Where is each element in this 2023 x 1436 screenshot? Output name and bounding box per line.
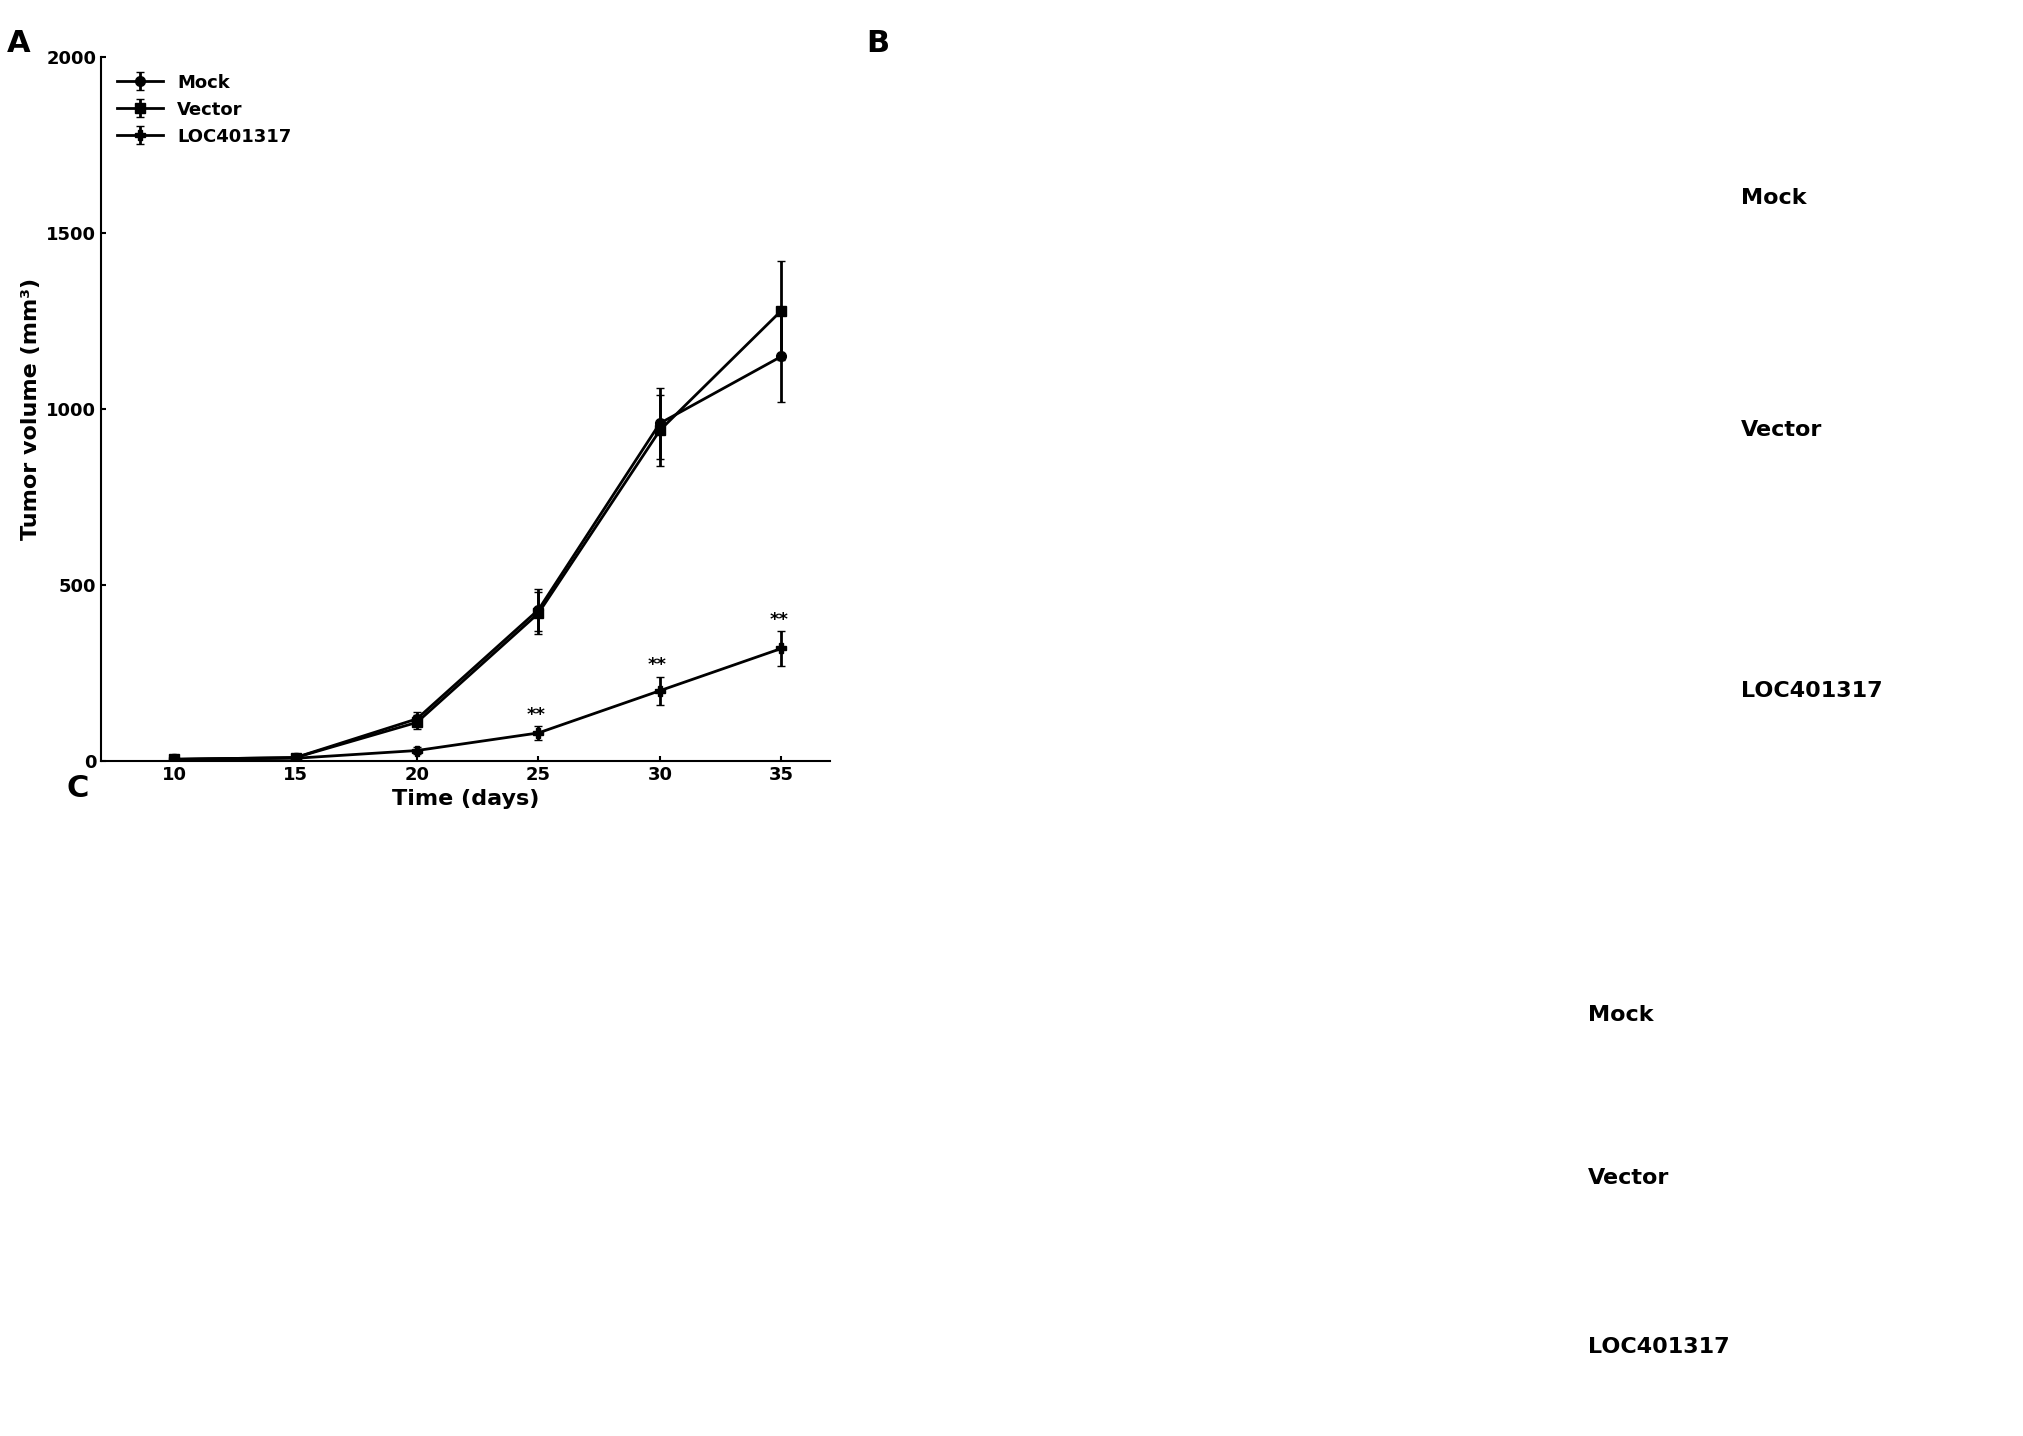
- Text: B: B: [866, 29, 888, 59]
- Bar: [81, 985, 1558, 1155]
- Text: LOC401317: LOC401317: [1588, 1337, 1730, 1357]
- Text: LOC401317: LOC401317: [1740, 681, 1881, 701]
- Text: Mock: Mock: [1740, 188, 1805, 208]
- Text: **: **: [769, 610, 787, 629]
- Y-axis label: Tumor volume (mm³): Tumor volume (mm³): [20, 279, 40, 540]
- Legend: Mock, Vector, LOC401317: Mock, Vector, LOC401317: [109, 66, 297, 154]
- Text: Mock: Mock: [1588, 1005, 1653, 1025]
- Text: Vector: Vector: [1588, 1167, 1669, 1188]
- Text: **: **: [526, 705, 544, 724]
- Bar: [81, 1166, 1558, 1298]
- X-axis label: Time (days): Time (days): [392, 790, 538, 810]
- Text: Vector: Vector: [1740, 421, 1821, 441]
- Text: A: A: [6, 29, 30, 59]
- Text: **: **: [647, 656, 666, 675]
- Text: C: C: [67, 774, 89, 803]
